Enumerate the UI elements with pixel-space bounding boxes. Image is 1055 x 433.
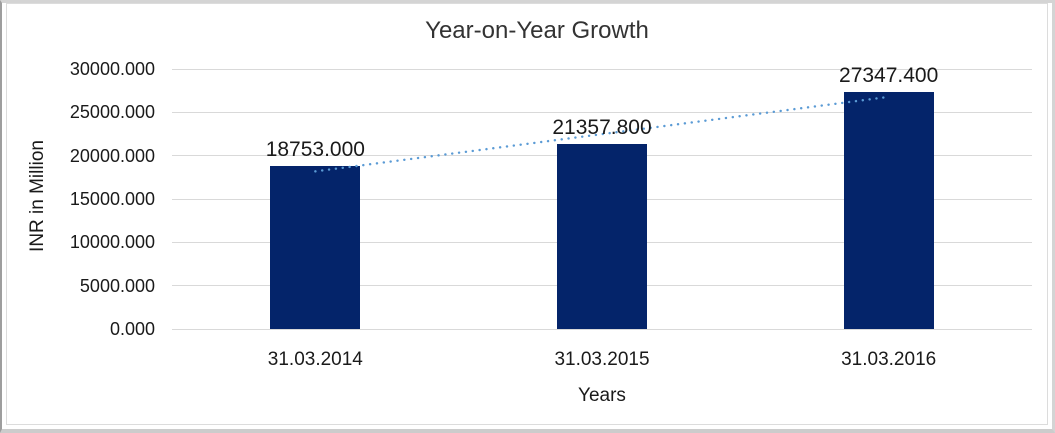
bar-31.03.2016[interactable] bbox=[843, 91, 934, 329]
bar-31.03.2014[interactable] bbox=[270, 166, 361, 329]
y-axis-tick-label: 0.000 bbox=[109, 319, 155, 339]
data-label: 21357.800 bbox=[552, 115, 652, 139]
gridline bbox=[172, 68, 1032, 70]
y-axis-tick-label: 5000.000 bbox=[79, 275, 155, 296]
chart-title: Year-on-Year Growth bbox=[425, 17, 649, 44]
y-axis-tick-label: 25000.000 bbox=[69, 102, 155, 123]
y-axis-tick-label: 20000.000 bbox=[69, 145, 155, 166]
trendline bbox=[314, 95, 890, 173]
x-axis-tick-label: 31.03.2015 bbox=[554, 349, 650, 370]
bar-31.03.2015[interactable] bbox=[557, 143, 647, 329]
data-label: 18753.000 bbox=[265, 138, 365, 162]
y-axis-tick-label: 30000.000 bbox=[69, 59, 155, 79]
x-axis-tick-label: 31.03.2016 bbox=[841, 349, 937, 370]
data-label: 27347.400 bbox=[839, 63, 939, 87]
x-axis-title: Years bbox=[578, 385, 626, 406]
y-axis-tick-label: 15000.000 bbox=[69, 189, 155, 209]
trendline-dotted bbox=[314, 95, 890, 173]
gridline bbox=[172, 328, 1032, 330]
gridline bbox=[172, 111, 1032, 113]
y-axis-tick-label: 10000.000 bbox=[69, 232, 155, 253]
x-axis-tick-label: 31.03.2014 bbox=[267, 349, 363, 370]
plot-area bbox=[172, 68, 1032, 330]
